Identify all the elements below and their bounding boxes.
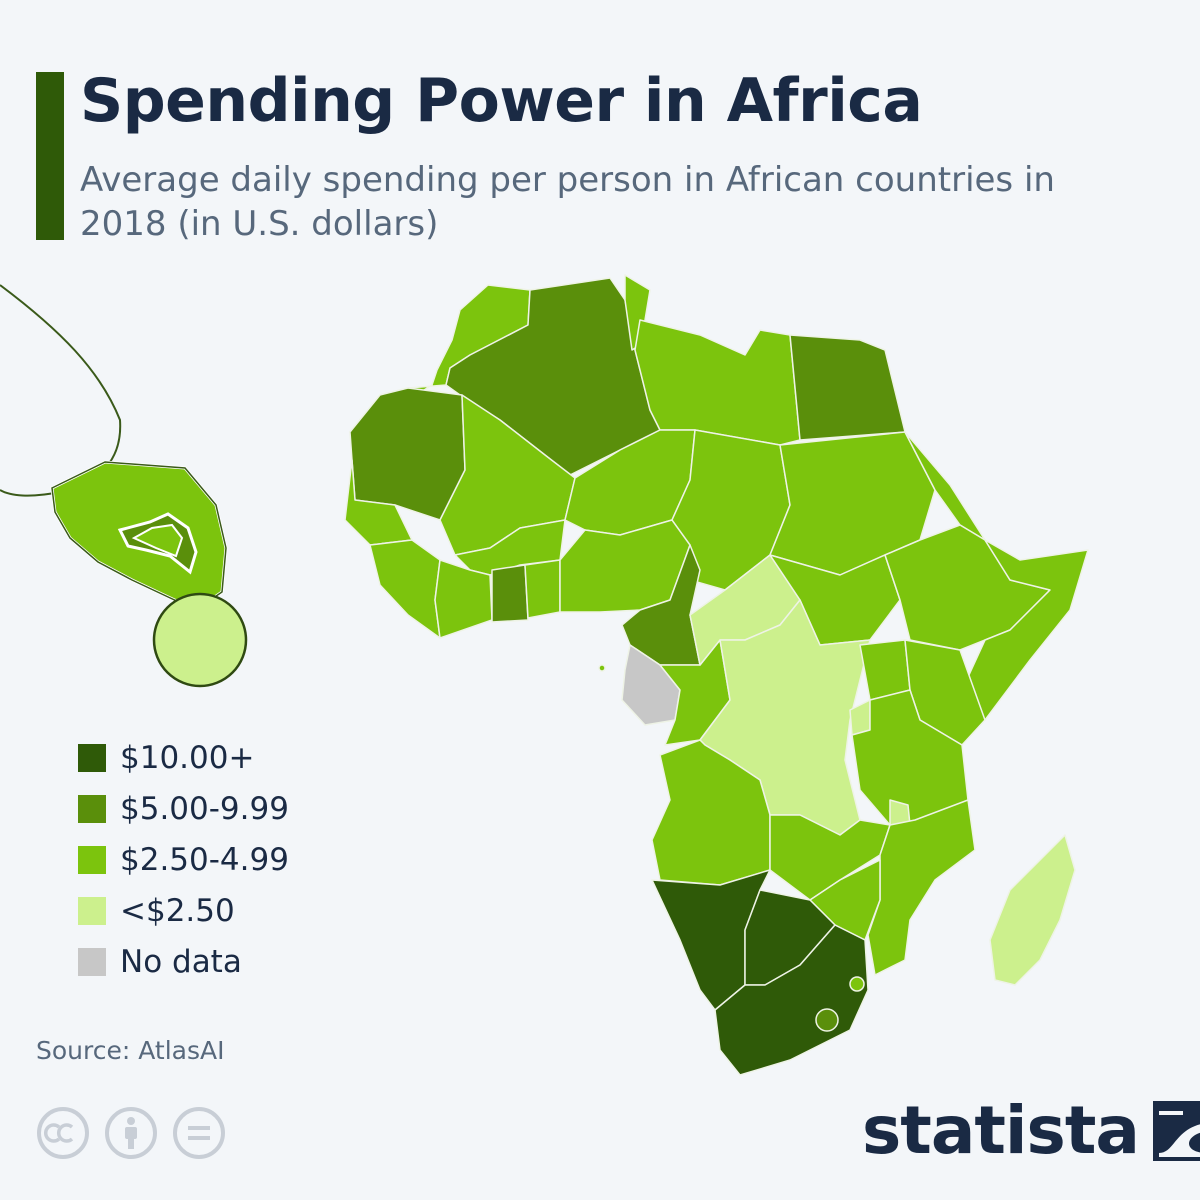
legend-label: $2.50-4.99 [120, 841, 289, 878]
legend-item-no-data: No data [78, 936, 289, 987]
country-madagascar [989, 834, 1076, 986]
country-mauritania [349, 387, 466, 521]
brand-name: statista [862, 1092, 1140, 1169]
legend-label: No data [120, 943, 242, 980]
country-guinea [369, 539, 441, 639]
legend-swatch [78, 743, 106, 772]
legend-swatch [78, 794, 106, 823]
legend-item-under-2-5: <$2.50 [78, 885, 289, 936]
country-benin [524, 559, 561, 619]
country-eswatini [849, 976, 865, 992]
statista-logo-icon [1152, 1100, 1200, 1161]
title-accent-bar [36, 72, 64, 240]
legend-label: $5.00-9.99 [120, 790, 289, 827]
cc-icon[interactable] [36, 1106, 90, 1160]
legend-swatch [78, 896, 106, 925]
inset-region-guinea-bissau [152, 592, 248, 688]
country-egypt [789, 334, 906, 441]
page-title: Spending Power in Africa [80, 66, 923, 136]
no-derivatives-icon[interactable] [172, 1106, 226, 1160]
legend-item-2-5-to-5: $2.50-4.99 [78, 834, 289, 885]
source-note: Source: AtlasAI [36, 1036, 225, 1065]
island-bioko [598, 664, 606, 672]
legend-item-10-plus: $10.00+ [78, 732, 289, 783]
legend: $10.00+ $5.00-9.99 $2.50-4.99 <$2.50 No … [78, 732, 289, 987]
page-subtitle: Average daily spending per person in Afr… [80, 160, 1055, 244]
statista-brand[interactable]: statista [862, 1092, 1200, 1169]
license-icons [36, 1106, 226, 1160]
attribution-icon[interactable] [104, 1106, 158, 1160]
country-south-africa [714, 924, 869, 1076]
legend-swatch [78, 947, 106, 976]
inset-zoom [0, 284, 248, 688]
country-libya [634, 319, 801, 446]
country-ghana [491, 564, 529, 623]
country-shapes [344, 274, 1089, 1076]
country-lesotho [815, 1008, 839, 1032]
legend-label: <$2.50 [120, 892, 235, 929]
legend-swatch [78, 845, 106, 874]
legend-item-5-to-10: $5.00-9.99 [78, 783, 289, 834]
legend-label: $10.00+ [120, 739, 255, 776]
country-uganda [859, 639, 911, 701]
country-mozambique [867, 799, 976, 976]
